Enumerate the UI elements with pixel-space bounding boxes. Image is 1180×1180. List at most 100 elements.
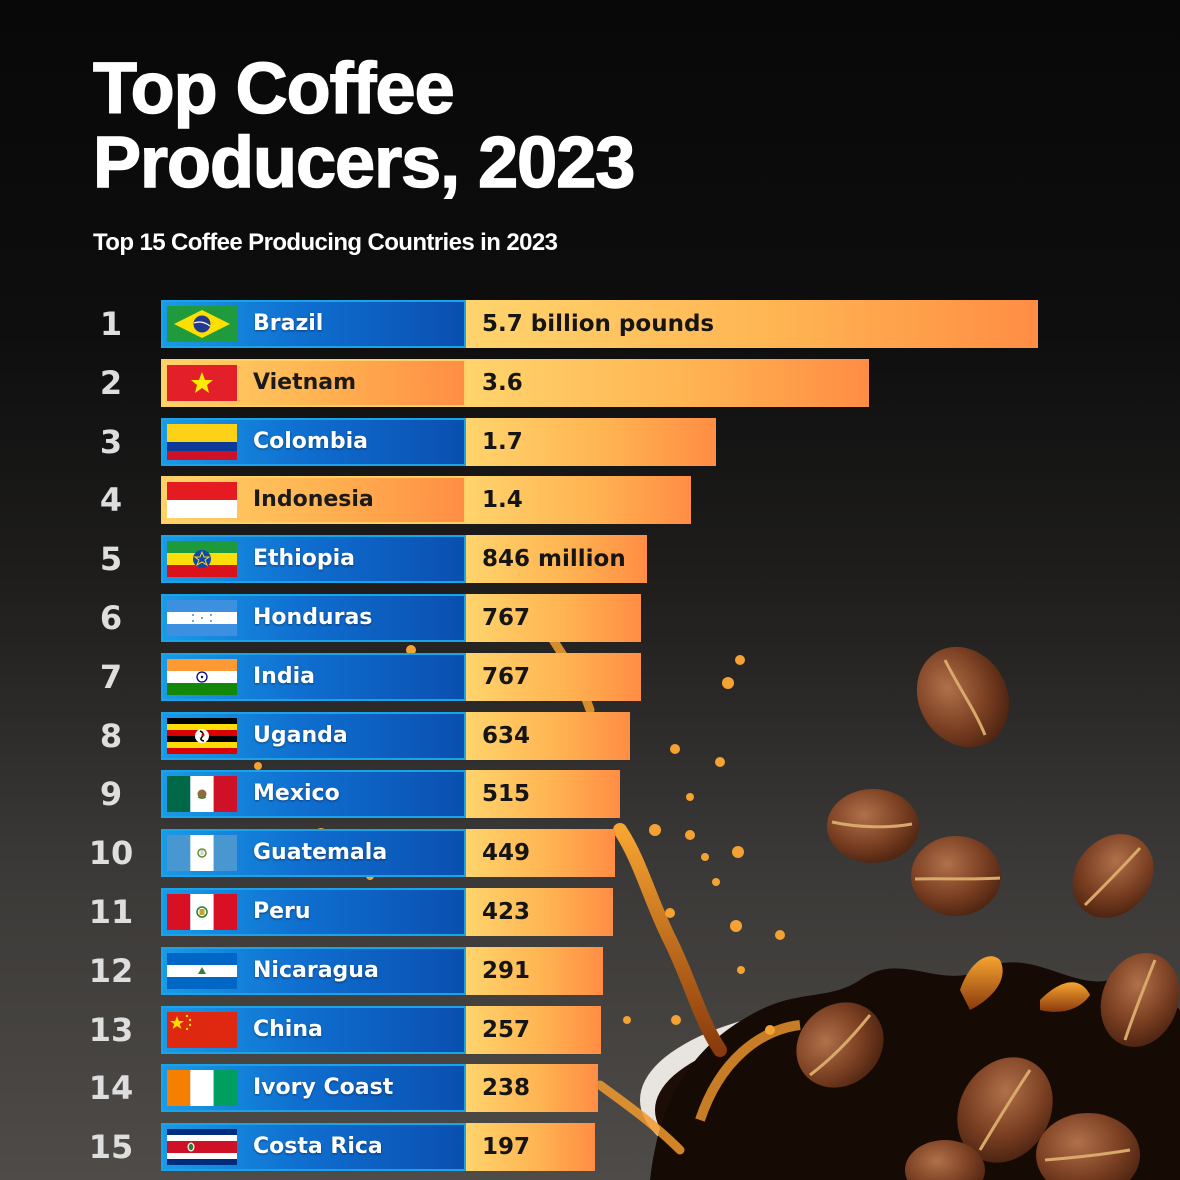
country-label-box: Ivory Coast	[161, 1064, 466, 1113]
rank-number: 10	[88, 834, 134, 873]
country-name: Nicaragua	[253, 957, 379, 983]
chart-row-peru: 11 Peru 423	[0, 888, 1180, 936]
indonesia-flag-icon	[167, 482, 237, 519]
value-label: 423	[482, 899, 531, 925]
country-label-box: China	[161, 1005, 466, 1054]
nicaragua-flag-icon	[167, 952, 237, 989]
country-label-box: Uganda	[161, 711, 466, 760]
country-label-box: Vietnam	[161, 358, 466, 407]
rank-number: 4	[99, 481, 123, 520]
rank-number: 7	[99, 657, 123, 696]
value-label: 197	[482, 1134, 531, 1161]
value-bar: 5.7 billion pounds	[466, 300, 1038, 348]
value-label: 3.6	[482, 369, 523, 396]
ivory-coast-flag-icon	[167, 1070, 237, 1107]
country-name: Guatemala	[253, 840, 388, 866]
country-name: Uganda	[253, 722, 348, 748]
value-bar: 197	[466, 1123, 595, 1172]
country-name: Peru	[253, 899, 311, 924]
china-flag-icon	[167, 1011, 237, 1048]
country-label-box: India	[161, 652, 466, 701]
value-label: 1.4	[482, 487, 523, 514]
country-name: Indonesia	[253, 487, 374, 513]
vietnam-flag-icon	[167, 364, 237, 401]
country-name: China	[253, 1016, 323, 1042]
country-name: Ivory Coast	[253, 1075, 394, 1101]
country-label-box: Honduras	[161, 594, 466, 642]
chart-row-ethiopia: 5 Ethiopia 846 million	[0, 535, 1180, 584]
value-label: 846 million	[482, 546, 626, 573]
country-name: Mexico	[253, 781, 340, 807]
rank-number: 1	[99, 305, 123, 343]
country-label-box: Indonesia	[161, 476, 466, 525]
title-line-1: Top Coffee	[92, 49, 455, 129]
chart-row-india: 7 India 767	[0, 652, 1180, 701]
rank-number: 2	[99, 363, 123, 402]
mexico-flag-icon	[167, 776, 237, 813]
rank-number: 12	[88, 951, 134, 990]
title-line-2: Producers, 2023	[92, 123, 636, 203]
chart-row-china: 13 China 257	[0, 1005, 1180, 1054]
page-title: Top Coffee Producers, 2023	[92, 49, 636, 203]
value-label: 238	[482, 1075, 531, 1102]
country-label-box: Nicaragua	[161, 946, 466, 995]
value-bar: 1.7	[466, 417, 716, 466]
rank-number: 15	[88, 1128, 134, 1167]
costa-rica-flag-icon	[167, 1129, 237, 1166]
rank-number: 3	[99, 422, 123, 461]
chart-subtitle: Top 15 Coffee Producing Countries in 202…	[93, 229, 558, 256]
value-label: 767	[482, 663, 531, 690]
country-name: Ethiopia	[253, 546, 355, 572]
chart-row-guatemala: 10 Guatemala 449	[0, 829, 1180, 878]
country-label-box: Colombia	[161, 417, 466, 466]
value-bar: 1.4	[466, 476, 691, 525]
chart-row-honduras: 6 Honduras 767	[0, 594, 1180, 642]
chart-row-uganda: 8 Uganda 634	[0, 711, 1180, 760]
rank-number: 6	[99, 599, 123, 637]
value-label: 5.7 billion pounds	[482, 311, 715, 337]
chart-row-ivory-coast: 14 Ivory Coast 238	[0, 1064, 1180, 1113]
country-name: Costa Rica	[253, 1134, 383, 1160]
country-name: India	[253, 663, 315, 689]
country-label-box: Peru	[161, 888, 466, 936]
uganda-flag-icon	[167, 717, 237, 754]
country-label-box: Guatemala	[161, 829, 466, 878]
country-label-box: Mexico	[161, 770, 466, 819]
chart-row-colombia: 3 Colombia 1.7	[0, 417, 1180, 466]
peru-flag-icon	[167, 894, 237, 930]
chart-row-mexico: 9 Mexico 515	[0, 770, 1180, 819]
value-bar: 515	[466, 770, 620, 819]
country-name: Honduras	[253, 605, 373, 630]
country-name: Colombia	[253, 428, 368, 454]
value-bar: 238	[466, 1064, 598, 1113]
value-bar: 291	[466, 946, 603, 995]
chart-row-costa-rica: 15 Costa Rica 197	[0, 1123, 1180, 1172]
value-bar: 767	[466, 652, 641, 701]
rank-number: 5	[99, 540, 123, 579]
value-label: 291	[482, 957, 531, 984]
rank-number: 14	[88, 1069, 134, 1108]
value-label: 515	[482, 781, 531, 808]
country-label-box: Brazil	[161, 300, 466, 348]
value-label: 257	[482, 1016, 531, 1043]
rank-number: 9	[99, 775, 123, 814]
colombia-flag-icon	[167, 423, 237, 460]
brazil-flag-icon	[167, 306, 237, 342]
chart-row-nicaragua: 12 Nicaragua 291	[0, 946, 1180, 995]
country-name: Brazil	[253, 311, 324, 336]
rank-number: 8	[99, 716, 123, 755]
value-label: 634	[482, 722, 531, 749]
country-name: Vietnam	[253, 369, 357, 395]
value-label: 767	[482, 605, 531, 631]
value-bar: 846 million	[466, 535, 647, 584]
country-label-box: Costa Rica	[161, 1123, 466, 1172]
value-bar: 257	[466, 1005, 601, 1054]
value-bar: 3.6	[466, 358, 869, 407]
value-bar: 423	[466, 888, 613, 936]
value-label: 1.7	[482, 428, 523, 455]
value-label: 449	[482, 840, 531, 867]
rank-number: 11	[88, 893, 134, 931]
guatemala-flag-icon	[167, 835, 237, 872]
india-flag-icon	[167, 658, 237, 695]
